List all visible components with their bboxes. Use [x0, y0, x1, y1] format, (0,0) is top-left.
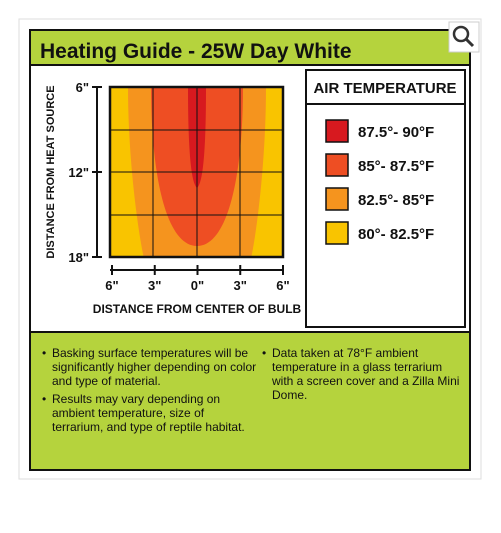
legend-swatch	[325, 153, 349, 177]
legend-swatch	[325, 221, 349, 245]
x-tick-label: 3"	[234, 278, 247, 293]
notes-left: Basking surface temperatures will be sig…	[42, 346, 257, 438]
notes-right: Data taken at 78°F ambient temperature i…	[262, 346, 462, 406]
note: Results may vary depending on ambient te…	[42, 392, 257, 434]
legend-label: 80°- 82.5°F	[358, 226, 434, 243]
legend-swatch	[325, 187, 349, 211]
x-tick-label: 3"	[148, 278, 161, 293]
x-tick-label: 6"	[105, 278, 118, 293]
y-tick-label: 6"	[76, 80, 89, 95]
legend-title: AIR TEMPERATURE	[313, 80, 456, 97]
x-tick-label: 0"	[191, 278, 204, 293]
heat-map	[110, 87, 283, 257]
note: Data taken at 78°F ambient temperature i…	[262, 346, 462, 402]
plot-border	[108, 85, 285, 259]
y-tick-label: 18"	[68, 250, 89, 265]
title: Heating Guide - 25W Day White	[40, 40, 352, 63]
x-axis-label: DISTANCE FROM CENTER OF BULB	[93, 302, 302, 316]
y-axis-label: DISTANCE FROM HEAT SOURCE	[45, 85, 57, 258]
legend-swatch	[325, 119, 349, 143]
y-tick-label: 12"	[68, 165, 89, 180]
legend-label: 82.5°- 85°F	[358, 192, 434, 209]
note: Basking surface temperatures will be sig…	[42, 346, 257, 388]
zoom-icon[interactable]	[448, 21, 480, 53]
legend-label: 87.5°- 90°F	[358, 124, 434, 141]
legend-label: 85°- 87.5°F	[358, 158, 434, 175]
x-tick-label: 6"	[276, 278, 289, 293]
